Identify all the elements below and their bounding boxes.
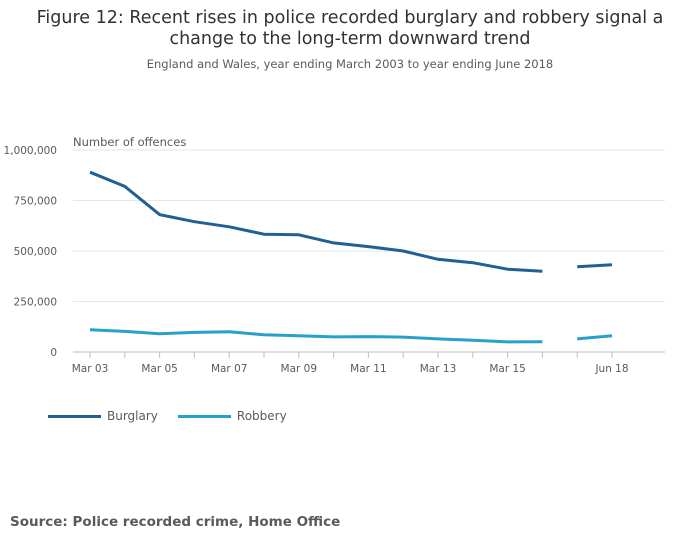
- y-tick-label: 0: [50, 347, 57, 359]
- series-line-burglary: [89, 170, 543, 273]
- x-tick-label: Jun 18: [594, 363, 628, 375]
- x-tick-label: Mar 05: [141, 363, 178, 375]
- series-line-burglary: [577, 263, 613, 269]
- legend: Burglary Robbery: [48, 409, 307, 423]
- x-tick-label: Mar 09: [281, 363, 318, 375]
- y-axis-label: Number of offences: [73, 135, 186, 149]
- chart-title: Figure 12: Recent rises in police record…: [36, 8, 664, 49]
- x-tick-label: Mar 03: [72, 363, 109, 375]
- x-tick-label: Mar 11: [350, 363, 387, 375]
- x-tick-label: Mar 13: [420, 363, 457, 375]
- series-line-robbery: [89, 328, 543, 344]
- series-line-robbery: [577, 334, 613, 341]
- y-tick-label: 1,000,000: [4, 145, 57, 157]
- x-tick-label: Mar 15: [489, 363, 526, 375]
- legend-item-robbery[interactable]: Robbery: [177, 409, 287, 423]
- y-axis: 0 250,000 500,000 750,000 1,000,000: [4, 145, 57, 359]
- x-axis: Mar 03 Mar 05 Mar 07 Mar 09 Mar 11 Mar 13 Mar …: [72, 351, 665, 375]
- gridlines: [73, 149, 665, 302]
- source-note: Source: Police recorded crime, Home Offi…: [10, 514, 341, 530]
- legend-swatch-burglary: [48, 414, 101, 418]
- line-chart: 0 250,000 500,000 750,000 1,000,000 Number o…: [4, 135, 665, 375]
- legend-label-robbery: Robbery: [236, 409, 287, 423]
- y-tick-label: 250,000: [14, 297, 57, 309]
- series-lines: [89, 170, 613, 344]
- legend-label-burglary: Burglary: [107, 409, 158, 423]
- legend-swatch-robbery: [177, 414, 231, 418]
- x-tick-label: Mar 07: [211, 363, 248, 375]
- legend-item-burglary[interactable]: Burglary: [48, 409, 158, 423]
- y-tick-label: 750,000: [14, 196, 57, 208]
- y-tick-label: 500,000: [14, 246, 57, 258]
- chart-subtitle: England and Wales, year ending March 200…: [146, 57, 554, 71]
